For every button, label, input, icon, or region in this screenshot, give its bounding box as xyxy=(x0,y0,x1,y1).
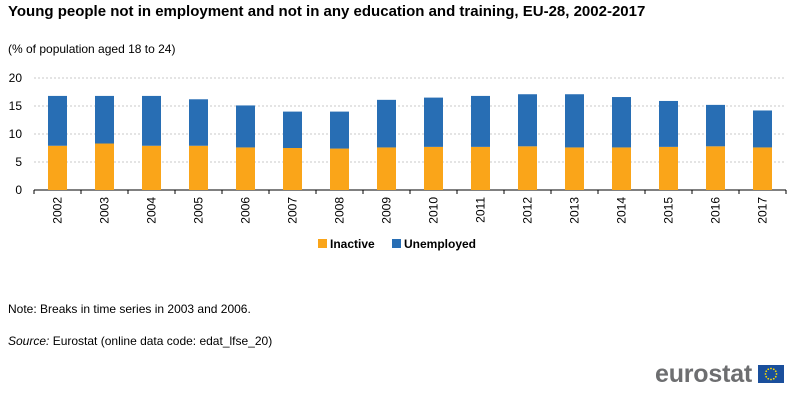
source-label: Source: xyxy=(8,334,50,348)
flag-star xyxy=(767,377,770,380)
bar-inactive-2016 xyxy=(706,146,725,190)
bar-inactive-2014 xyxy=(612,147,631,190)
x-axis-ticks: 2002 2003 2004 2005 2006 2007 2008 2009 2010 2011… xyxy=(33,190,787,224)
bar-inactive-2017 xyxy=(753,147,772,190)
x-tick-label: 2010 xyxy=(427,197,441,224)
bar-inactive-2011 xyxy=(471,146,490,190)
bar-unemployed-2002 xyxy=(48,95,67,146)
bar-unemployed-2008 xyxy=(330,111,349,149)
footnote: Note: Breaks in time series in 2003 and … xyxy=(8,302,251,316)
y-tick-label: 0 xyxy=(15,183,22,197)
x-tick-label: 2005 xyxy=(192,197,206,224)
flag-star xyxy=(772,368,775,371)
bar-unemployed-2009 xyxy=(377,99,396,148)
source-text: Eurostat (online data code: edat_lfse_20… xyxy=(52,334,273,348)
y-tick-label: 20 xyxy=(9,71,23,85)
bar-unemployed-2014 xyxy=(612,97,631,148)
y-tick-label: 15 xyxy=(9,99,23,113)
x-tick-label: 2014 xyxy=(615,197,629,224)
flag-star xyxy=(774,375,777,378)
x-tick-label: 2003 xyxy=(98,197,112,224)
bar-unemployed-2017 xyxy=(753,110,772,148)
bar-inactive-2003 xyxy=(95,143,114,190)
bar-unemployed-2016 xyxy=(706,104,725,147)
source-line: Source: Eurostat (online data code: edat… xyxy=(8,334,272,348)
flag-star xyxy=(767,368,770,371)
bar-unemployed-2012 xyxy=(518,94,537,147)
y-axis-ticks: 0 5 10 15 20 xyxy=(9,71,23,197)
x-tick-label: 2007 xyxy=(286,197,300,224)
bar-unemployed-2005 xyxy=(189,99,208,146)
flag-star xyxy=(770,378,772,381)
logo-text: eurostat xyxy=(655,359,753,388)
x-tick-label: 2016 xyxy=(709,197,723,224)
x-tick-label: 2015 xyxy=(662,197,676,224)
bars xyxy=(48,94,772,190)
bar-unemployed-2010 xyxy=(424,97,443,147)
chart-subtitle: (% of population aged 18 to 24) xyxy=(8,42,176,56)
bar-inactive-2012 xyxy=(518,146,537,190)
x-tick-label: 2004 xyxy=(145,197,159,224)
x-tick-label: 2017 xyxy=(756,197,770,224)
legend-swatch-unemployed xyxy=(392,239,401,248)
x-tick-label: 2008 xyxy=(333,197,347,224)
bar-inactive-2004 xyxy=(142,145,161,190)
bar-unemployed-2013 xyxy=(565,94,584,148)
bar-unemployed-2011 xyxy=(471,95,490,147)
bar-unemployed-2006 xyxy=(236,105,255,148)
bar-inactive-2008 xyxy=(330,148,349,190)
x-tick-label: 2002 xyxy=(51,197,65,224)
x-tick-label: 2013 xyxy=(568,197,582,224)
y-tick-label: 5 xyxy=(15,155,22,169)
bar-unemployed-2007 xyxy=(283,111,302,148)
x-tick-label: 2006 xyxy=(239,197,253,224)
bar-inactive-2015 xyxy=(659,146,678,190)
x-tick-label: 2012 xyxy=(521,197,535,224)
legend-label-unemployed: Unemployed xyxy=(404,237,476,251)
eu-flag-icon xyxy=(758,365,785,383)
bar-inactive-2010 xyxy=(424,146,443,190)
flag-star xyxy=(764,373,767,375)
bar-inactive-2006 xyxy=(236,147,255,190)
bar-inactive-2007 xyxy=(283,148,302,190)
flag-star xyxy=(765,375,768,378)
flag-star xyxy=(770,367,772,370)
y-tick-label: 10 xyxy=(9,127,23,141)
legend: Inactive Unemployed xyxy=(318,237,476,251)
x-tick-label: 2009 xyxy=(380,197,394,224)
legend-label-inactive: Inactive xyxy=(330,237,375,251)
flag-star xyxy=(765,370,768,373)
flag-star xyxy=(772,377,775,380)
bar-inactive-2005 xyxy=(189,145,208,190)
bar-inactive-2009 xyxy=(377,147,396,190)
bar-unemployed-2015 xyxy=(659,100,678,147)
legend-swatch-inactive xyxy=(318,239,327,248)
bar-unemployed-2004 xyxy=(142,95,161,146)
chart-title: Young people not in employment and not i… xyxy=(8,3,646,20)
eurostat-logo: eurostat xyxy=(655,359,785,388)
flag-star xyxy=(775,373,778,375)
bar-inactive-2013 xyxy=(565,147,584,190)
bar-inactive-2002 xyxy=(48,145,67,190)
bar-unemployed-2003 xyxy=(95,95,114,144)
x-tick-label: 2011 xyxy=(474,197,488,223)
flag-star xyxy=(774,370,777,373)
